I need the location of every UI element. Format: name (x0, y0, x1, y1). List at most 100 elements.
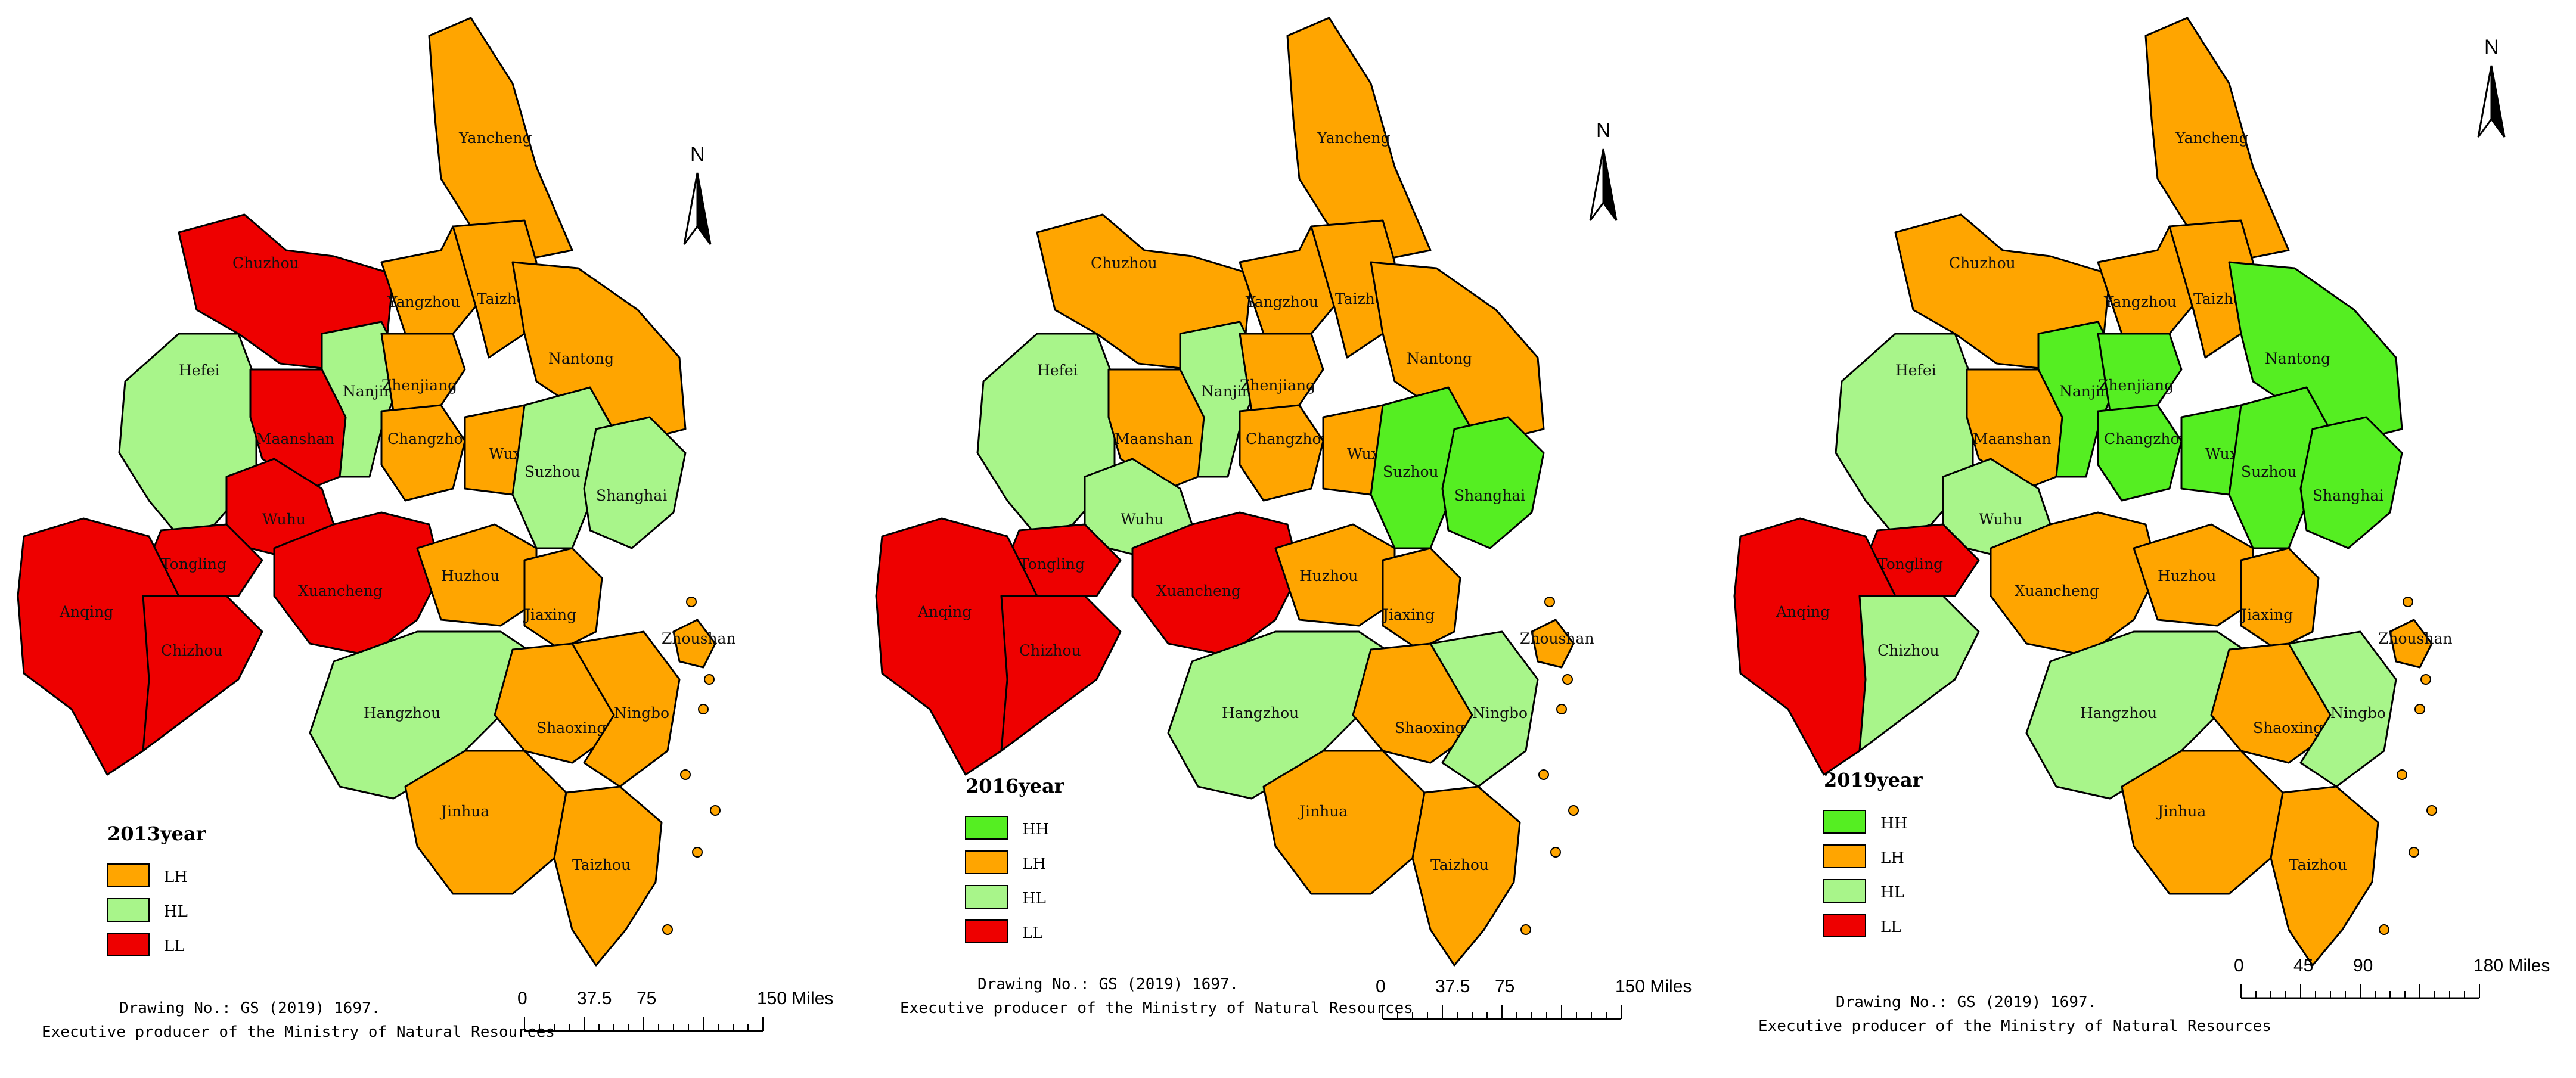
island-shape (1550, 847, 1561, 858)
region-yancheng (428, 17, 573, 263)
island-shape (2403, 597, 2413, 607)
region-suzhou (2228, 386, 2338, 549)
city-label-zhoushan: Zhoushan (662, 630, 736, 647)
legend-title: 2013year (107, 822, 207, 845)
north-arrow-icon: N (683, 143, 712, 245)
scale-bar: 0 37.5 75 150 Miles (517, 989, 833, 1032)
region-taizhou (1411, 785, 1521, 967)
credit-line-1: Drawing No.: GS (2019) 1697. (119, 999, 380, 1017)
credit-line-1: Drawing No.: GS (2019) 1697. (977, 976, 1239, 993)
legend-swatch-lh (965, 850, 1008, 874)
city-label-yangzhou: Yangzhou (1245, 293, 1318, 310)
scale-tick-label: 0 (2234, 956, 2244, 976)
credit-line-1: Drawing No.: GS (2019) 1697. (1836, 993, 2097, 1011)
city-label-ningbo: Ningbo (1472, 704, 1528, 722)
city-label-chizhou: Chizhou (161, 642, 223, 659)
city-label-huzhou: Huzhou (1299, 567, 1358, 585)
city-label-yangzhou: Yangzhou (387, 293, 460, 310)
scale-tick-label: 37.5 (1435, 977, 1470, 996)
island-shape (698, 704, 709, 714)
city-label-anqing: Anqing (917, 603, 972, 620)
credit-line-2: Executive producer of the Ministry of Na… (1758, 1017, 2271, 1035)
city-label-anqing: Anqing (59, 603, 113, 620)
city-label-jiaxing: Jiaxing (1381, 606, 1435, 623)
scale-tick-label: 90 (2353, 956, 2373, 976)
city-label-yancheng: Yancheng (1317, 129, 1391, 147)
city-label-hangzhou: Hangzhou (364, 704, 440, 722)
scale-tick-label: 150 Miles (1615, 977, 1692, 996)
region-zhoushan (1531, 619, 1575, 669)
legend-swatch-ll (107, 933, 150, 956)
city-label-tongling: Tongling (1877, 555, 1943, 573)
region-jinhua (404, 750, 567, 895)
region-hangzhou (309, 630, 538, 800)
region-hangzhou (2025, 630, 2254, 800)
city-label-taizhou: Taizhou (1430, 856, 1489, 874)
legend-title: 2019year (1824, 769, 1923, 791)
island-shape (2409, 847, 2419, 858)
scale-tick-label: 150 Miles (757, 989, 833, 1008)
region-jiaxing (1382, 547, 1461, 651)
city-label-jinhua: Jinhua (1298, 803, 1348, 820)
city-label-yangzhou: Yangzhou (2103, 293, 2177, 310)
city-label-ningbo: Ningbo (2330, 704, 2386, 722)
city-label-zhenjiang: Zhenjiang (1240, 377, 1315, 394)
city-label-shanghai: Shanghai (1454, 487, 1525, 504)
legend: 2013year LH HL LL (107, 822, 207, 956)
city-label-changzhou: Changzhou (1246, 430, 1331, 448)
region-taizhou (553, 785, 663, 967)
city-label-yancheng: Yancheng (2175, 129, 2249, 147)
island-shape (2414, 704, 2425, 714)
scale-bar: 0 37.5 75 150 Miles (1376, 977, 1692, 1020)
legend-swatch-hl (1823, 879, 1866, 903)
city-label-zhenjiang: Zhenjiang (2098, 377, 2174, 394)
region-zhenjiang (380, 333, 466, 412)
city-label-jinhua: Jinhua (2156, 803, 2206, 820)
legend-swatch-lh (1823, 844, 1866, 868)
legend-swatch-hh (965, 816, 1008, 840)
city-label-zhoushan: Zhoushan (2378, 630, 2453, 647)
city-label-nantong: Nantong (1407, 350, 1472, 367)
region-shanghai (583, 416, 687, 549)
island-shape (710, 805, 721, 816)
legend-label-hl: HL (1022, 890, 1046, 908)
scale-tick-label: 180 Miles (2473, 956, 2550, 976)
island-shape (2379, 924, 2389, 935)
city-label-wuhu: Wuhu (1121, 511, 1164, 528)
region-zhenjiang (2097, 333, 2183, 412)
region-yancheng (1286, 17, 1432, 263)
region-chizhou (1858, 595, 1980, 752)
island-shape (662, 924, 673, 935)
island-shape (680, 769, 691, 780)
city-label-maanshan: Maanshan (1973, 430, 2051, 448)
legend-swatch-hh (1823, 810, 1866, 834)
city-label-huzhou: Huzhou (441, 567, 499, 585)
city-label-nantong: Nantong (548, 350, 614, 367)
city-label-hefei: Hefei (1895, 362, 1936, 379)
legend-title: 2016year (966, 775, 1065, 797)
map-panel-1: Yancheng Chuzhou Yangzhou Taizhou Nantong Hef… (17, 17, 833, 1041)
region-zhenjiang (1239, 333, 1324, 412)
city-label-zhoushan: Zhoushan (1520, 630, 1594, 647)
legend-label-hh: HH (1880, 815, 1907, 832)
city-label-suzhou: Suzhou (524, 463, 581, 480)
region-suzhou (1370, 386, 1479, 549)
region-shanghai (1441, 416, 1545, 549)
city-label-shaoxing: Shaoxing (1395, 719, 1464, 737)
city-label-jiaxing: Jiaxing (523, 606, 576, 623)
region-zhoushan (672, 619, 716, 669)
legend-swatch-ll (1823, 914, 1866, 937)
city-label-taizhou: Taizhou (572, 856, 631, 874)
region-ningbo (2288, 630, 2397, 788)
scale-tick-label: 75 (1495, 977, 1514, 996)
island-shape (692, 847, 703, 858)
island-shape (1556, 704, 1567, 714)
island-shape (1562, 674, 1573, 685)
island-shape (2426, 805, 2437, 816)
city-label-zhenjiang: Zhenjiang (381, 377, 457, 394)
city-label-xuancheng: Xuancheng (1156, 582, 1241, 599)
legend-label-lh: LH (1880, 849, 1904, 867)
north-arrow-icon: N (2477, 36, 2506, 138)
island-shape (1544, 597, 1555, 607)
legend-label-hh: HH (1022, 821, 1049, 838)
